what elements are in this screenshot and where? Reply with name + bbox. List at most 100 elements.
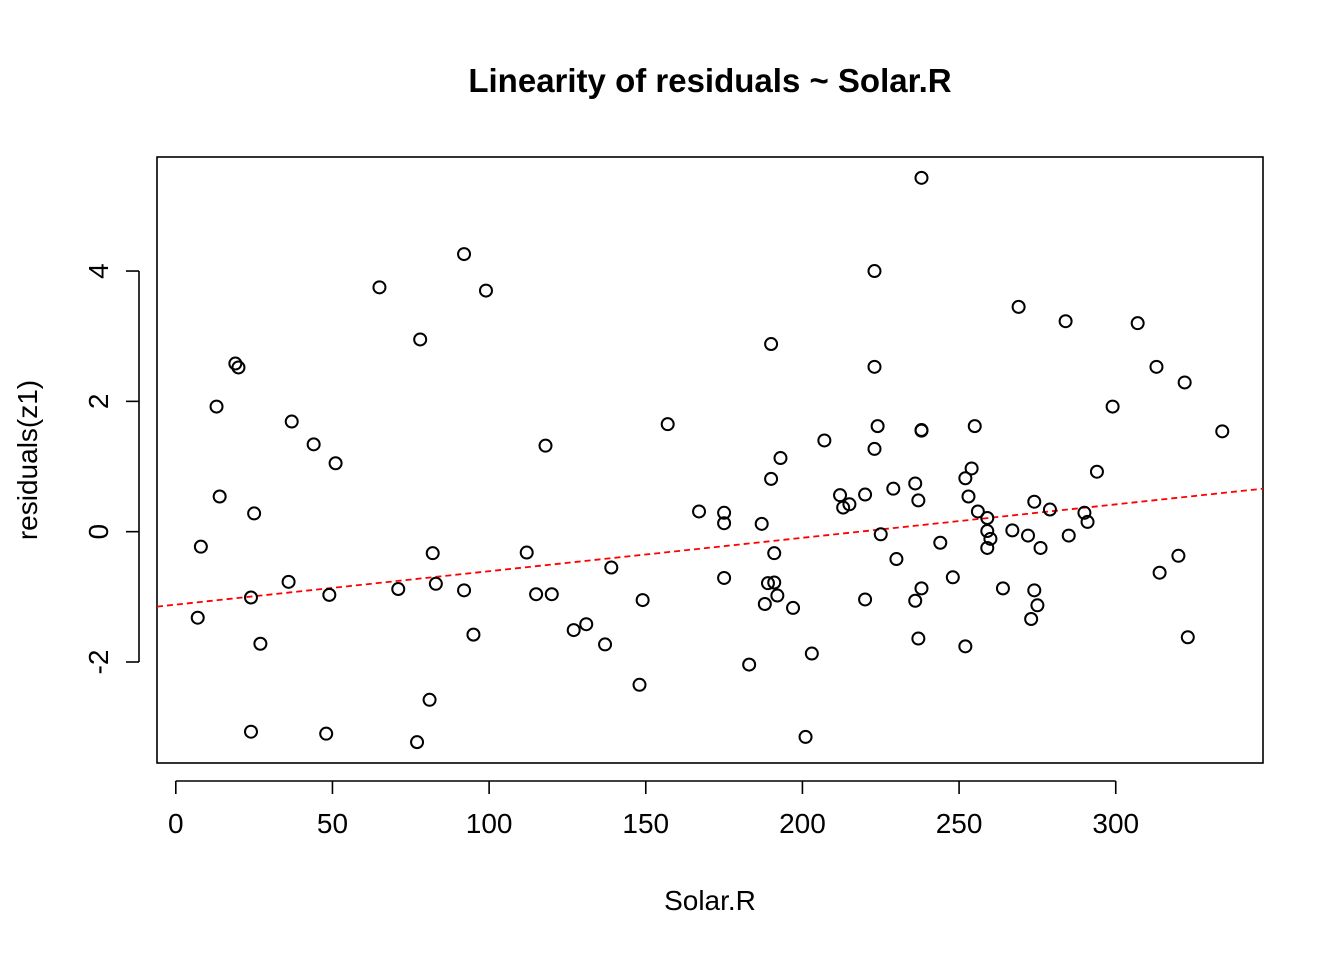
data-point xyxy=(457,247,472,262)
data-point xyxy=(1215,424,1230,439)
data-point xyxy=(1058,314,1073,329)
data-point xyxy=(692,504,707,519)
data-point xyxy=(478,283,493,298)
data-point xyxy=(598,637,613,652)
data-point xyxy=(1077,505,1092,520)
x-axis: 0 50 100 150 200 250 300 xyxy=(168,780,1139,839)
data-point xyxy=(833,488,848,503)
data-point xyxy=(247,506,262,521)
data-point xyxy=(767,546,782,561)
data-point xyxy=(817,433,832,448)
data-point xyxy=(529,587,544,602)
data-point xyxy=(243,590,258,605)
data-point xyxy=(660,417,675,432)
data-point xyxy=(212,489,227,504)
data-point xyxy=(1061,528,1076,543)
x-tick-label: 0 xyxy=(168,808,184,839)
data-point xyxy=(422,692,437,707)
chart-title: Linearity of residuals ~ Solar.R xyxy=(468,62,951,99)
data-point xyxy=(980,524,995,539)
data-point xyxy=(209,399,224,414)
data-points xyxy=(190,170,1230,750)
data-point xyxy=(1130,316,1145,331)
data-point xyxy=(457,583,472,598)
data-point xyxy=(1030,598,1045,613)
data-point xyxy=(391,582,406,597)
x-tick-label: 250 xyxy=(936,808,983,839)
data-point xyxy=(911,631,926,646)
data-point xyxy=(428,576,443,591)
data-point xyxy=(767,575,782,590)
x-tick-label: 150 xyxy=(622,808,669,839)
data-point xyxy=(770,588,785,603)
data-point xyxy=(1027,583,1042,598)
y-tick-label: 0 xyxy=(83,524,114,540)
data-point xyxy=(1177,375,1192,390)
data-point xyxy=(228,356,243,371)
data-point xyxy=(538,438,553,453)
data-point xyxy=(983,531,998,546)
data-point xyxy=(604,560,619,575)
data-point xyxy=(632,677,647,692)
data-point xyxy=(1011,299,1026,314)
data-point xyxy=(1080,514,1095,529)
data-point xyxy=(566,623,581,638)
data-point xyxy=(867,359,882,374)
data-point xyxy=(410,735,425,750)
data-point xyxy=(867,264,882,279)
data-point xyxy=(995,581,1010,596)
data-point xyxy=(970,504,985,519)
data-point xyxy=(773,451,788,466)
data-point xyxy=(980,510,995,525)
data-point xyxy=(1180,630,1195,645)
data-point xyxy=(519,545,534,560)
data-point xyxy=(1033,540,1048,555)
data-point xyxy=(579,617,594,632)
data-point xyxy=(967,419,982,434)
data-point xyxy=(958,471,973,486)
data-point xyxy=(742,657,757,672)
data-point xyxy=(873,527,888,542)
y-axis: -2 0 2 4 xyxy=(83,263,140,675)
data-point xyxy=(413,332,428,347)
y-tick-label: -2 xyxy=(83,650,114,675)
data-point xyxy=(193,539,208,554)
data-point xyxy=(933,535,948,550)
data-point xyxy=(858,592,873,607)
data-point xyxy=(911,493,926,508)
data-point xyxy=(914,423,929,438)
data-point xyxy=(322,587,337,602)
data-point xyxy=(1005,523,1020,538)
data-point xyxy=(1171,548,1186,563)
data-point xyxy=(870,419,885,434)
data-point xyxy=(281,574,296,589)
x-axis-label: Solar.R xyxy=(664,885,756,916)
y-axis-label: residuals(z1) xyxy=(12,380,43,540)
data-point xyxy=(1105,399,1120,414)
data-point xyxy=(858,487,873,502)
data-point xyxy=(1021,528,1036,543)
data-point xyxy=(1149,359,1164,374)
data-point xyxy=(717,516,732,531)
data-point xyxy=(908,476,923,491)
data-point xyxy=(914,170,929,185)
data-point xyxy=(914,581,929,596)
data-point xyxy=(717,505,732,520)
x-tick-label: 100 xyxy=(466,808,513,839)
x-tick-label: 50 xyxy=(317,808,348,839)
x-tick-label: 200 xyxy=(779,808,826,839)
data-point xyxy=(754,516,769,531)
data-point xyxy=(284,414,299,429)
data-point xyxy=(1152,565,1167,580)
data-point xyxy=(908,593,923,608)
data-point xyxy=(961,489,976,504)
data-point xyxy=(306,437,321,452)
data-point xyxy=(1089,464,1104,479)
data-point xyxy=(328,456,343,471)
data-point xyxy=(804,646,819,661)
data-point xyxy=(764,337,779,352)
data-point xyxy=(544,587,559,602)
data-point xyxy=(786,600,801,615)
trend-line xyxy=(156,487,1264,608)
data-point xyxy=(1024,611,1039,626)
